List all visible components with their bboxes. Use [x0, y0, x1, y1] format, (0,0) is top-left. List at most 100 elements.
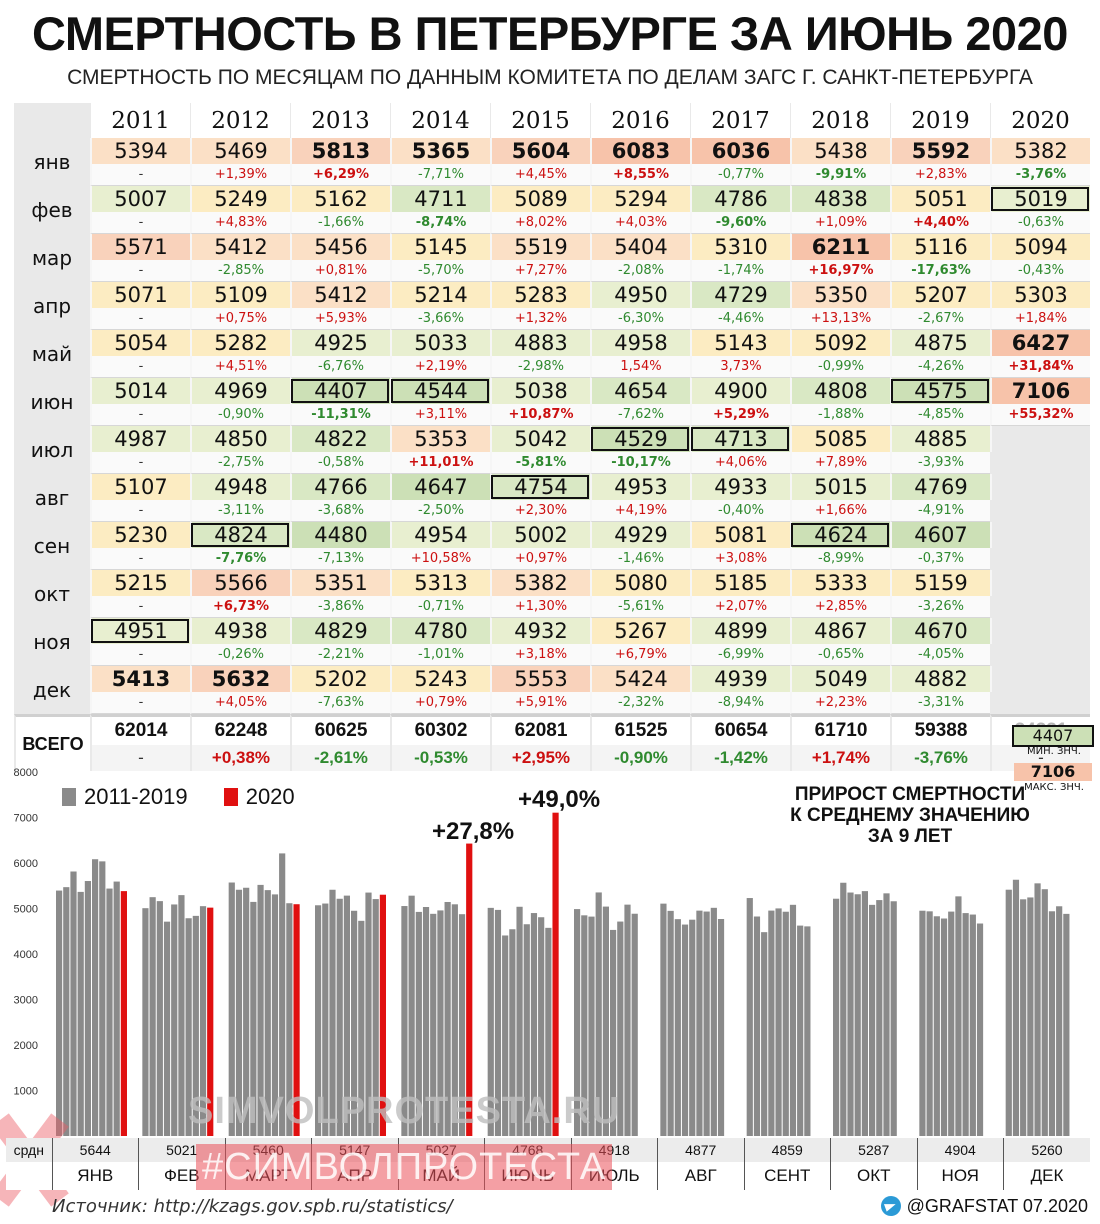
value-cell: 5249 [190, 186, 290, 212]
value-cell: 5089 [490, 186, 590, 212]
pct-change-cell: +0,97% [490, 548, 590, 570]
bar-2011-2019 [458, 914, 466, 1136]
value-cell: 6427 [990, 330, 1090, 356]
bar-2011-2019 [271, 894, 279, 1136]
bar-2011-2019 [674, 919, 681, 1136]
bar-2011-2019 [437, 910, 444, 1136]
total-pct-cell: +2,95% [490, 745, 590, 771]
legend-label-2011-2019: 2011-2019 [84, 784, 188, 809]
value-cell: 5313 [390, 570, 490, 596]
legend-swatch-2011-2019 [62, 788, 76, 806]
bar-2011-2019 [574, 909, 581, 1136]
value-cell: 4958 [590, 330, 690, 356]
pct-change-cell: -1,88% [790, 404, 890, 426]
mortality-table: 2011 2012 2013 2014 2015 2016 2017 2018 2019 2020… [14, 103, 1094, 793]
month-label: янв [14, 138, 90, 186]
pct-change-cell: -11,31% [290, 404, 390, 426]
bar-2011-2019 [243, 887, 250, 1136]
legend-swatch-2020 [223, 788, 238, 806]
value-cell: 5094 [990, 234, 1090, 260]
pct-change-cell: -0,71% [390, 596, 490, 618]
empty-cell [990, 644, 1090, 666]
value-cell: 5283 [490, 282, 590, 308]
pct-change-cell: +5,93% [290, 308, 390, 330]
bar-2020 [120, 891, 127, 1136]
bar-2011-2019 [919, 910, 926, 1136]
bar-2011-2019 [171, 904, 178, 1136]
value-cell: 4838 [790, 186, 890, 212]
value-cell: 4808 [790, 378, 890, 404]
bar-2011-2019 [63, 887, 70, 1136]
pct-change-cell: -0,40% [690, 500, 790, 522]
empty-cell [990, 692, 1090, 714]
bar-2011-2019 [883, 893, 890, 1136]
total-cell: 61710 [790, 714, 890, 745]
value-cell: 5353 [390, 426, 490, 452]
value-cell: 5382 [990, 138, 1090, 164]
y-tick-label: 1000 [14, 1086, 38, 1098]
pct-change-cell: -1,74% [690, 260, 790, 282]
empty-cell [990, 452, 1090, 474]
bar-2011-2019 [804, 926, 811, 1136]
empty-cell [990, 666, 1090, 692]
bar-2011-2019 [538, 917, 545, 1136]
month-label: апр [14, 282, 90, 330]
value-cell: 5813 [290, 138, 390, 164]
bar-2011-2019 [235, 889, 243, 1136]
bar-2011-2019 [1027, 897, 1034, 1136]
bar-2011-2019 [768, 910, 775, 1136]
value-cell: 4780 [390, 618, 490, 644]
pct-change-cell: +7,27% [490, 260, 590, 282]
y-tick-label: 4000 [14, 949, 38, 961]
avg-value: 4877 [657, 1138, 744, 1162]
value-cell: 4900 [690, 378, 790, 404]
pct-change-cell: +2,85% [790, 596, 890, 618]
bar-2011-2019 [502, 935, 509, 1136]
total-cell: 61525 [590, 714, 690, 745]
bar-2011-2019 [422, 906, 430, 1136]
value-cell: 6211 [790, 234, 890, 260]
bar-2011-2019 [581, 915, 588, 1136]
bar-2011-2019 [955, 896, 962, 1136]
bar-2011-2019 [56, 890, 63, 1136]
pct-change-cell: -4,46% [690, 308, 790, 330]
pct-change-cell: - [90, 212, 190, 234]
value-cell: 4933 [690, 474, 790, 500]
pct-change-cell: -4,85% [890, 404, 990, 426]
bar-2011-2019 [703, 911, 710, 1136]
bar-2011-2019 [797, 925, 804, 1136]
pct-change-cell: +10,87% [490, 404, 590, 426]
pct-change-cell: -7,63% [290, 692, 390, 714]
value-cell: 5038 [490, 378, 590, 404]
pct-change-cell: +10,58% [390, 548, 490, 570]
month-axis-label: АВГ [657, 1162, 744, 1190]
pct-change-cell: -0,99% [790, 356, 890, 378]
year-header: 2015 [490, 103, 590, 138]
year-header: 2019 [890, 103, 990, 138]
month-axis-label: ОКТ [830, 1162, 917, 1190]
total-cell: 60625 [290, 714, 390, 745]
value-cell: 5109 [190, 282, 290, 308]
value-cell: 4729 [690, 282, 790, 308]
pct-change-cell: +3,08% [690, 548, 790, 570]
pct-change-cell: -3,11% [190, 500, 290, 522]
year-header: 2017 [690, 103, 790, 138]
bar-2011-2019 [1020, 899, 1027, 1136]
pct-change-cell: - [90, 596, 190, 618]
pct-change-cell: +2,30% [490, 500, 590, 522]
pct-change-cell: -1,01% [390, 644, 490, 666]
chart-title-line-3: ЗА 9 ЛЕТ [867, 826, 953, 847]
pct-change-cell: - [90, 404, 190, 426]
monthly-bar-chart: 1000 2000 3000 4000 5000 6000 7000 8000 [14, 767, 1070, 1136]
pct-change-cell: +2,07% [690, 596, 790, 618]
empty-cell [990, 548, 1090, 570]
bar-2011-2019 [250, 901, 257, 1136]
pct-change-cell: +1,30% [490, 596, 590, 618]
pct-change-cell: -0,58% [290, 452, 390, 474]
total-cell: 62081 [490, 714, 590, 745]
value-cell: 5571 [90, 234, 190, 260]
pct-change-cell: +1,32% [490, 308, 590, 330]
empty-cell [990, 522, 1090, 548]
total-cell: 60302 [390, 714, 490, 745]
bar-2011-2019 [372, 899, 379, 1136]
